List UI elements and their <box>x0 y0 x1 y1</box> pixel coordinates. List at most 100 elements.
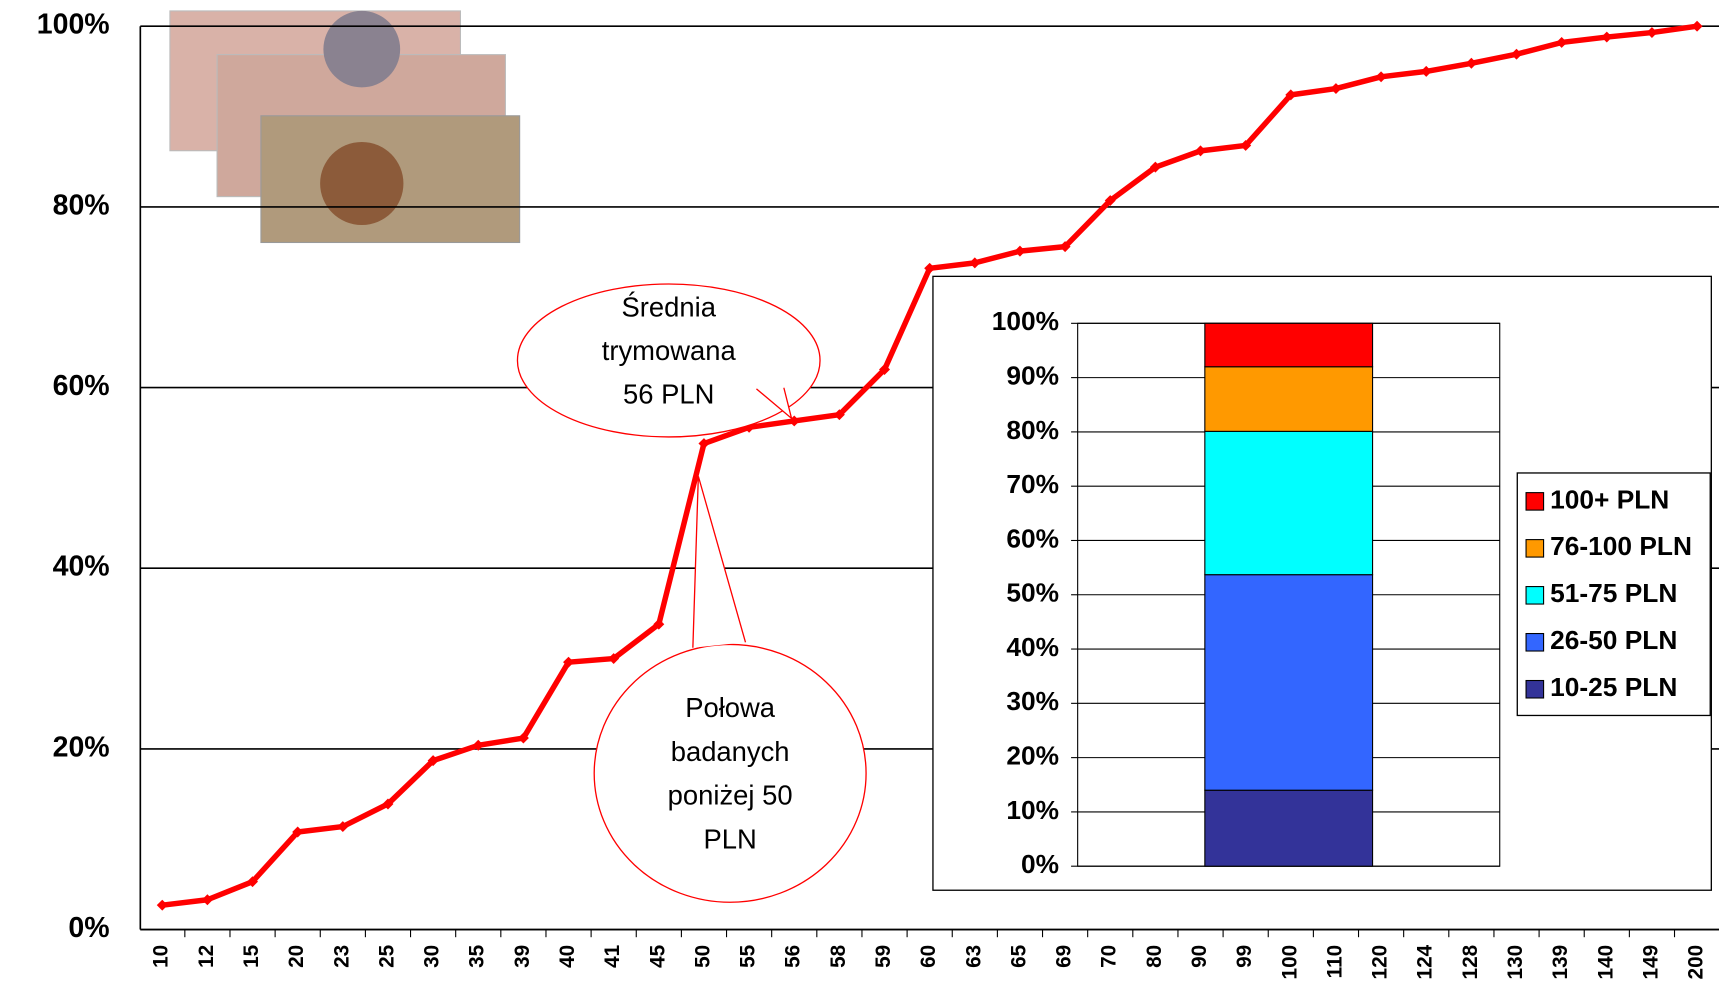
x-tick-label: 25 <box>375 945 398 968</box>
bar-segment <box>1204 789 1374 867</box>
x-tick-label: 20 <box>285 945 308 968</box>
point <box>247 876 259 888</box>
x-tick-label: 80 <box>1143 945 1166 968</box>
point <box>563 656 575 668</box>
point <box>879 364 891 375</box>
point <box>427 755 439 767</box>
callout-text: Połowa <box>685 692 776 723</box>
point <box>472 739 484 751</box>
bar-segment <box>1204 322 1374 368</box>
legend-label: 26-50 PLN <box>1550 625 1677 655</box>
x-tick-label: 60 <box>917 945 940 968</box>
legend-label: 51-75 PLN <box>1550 578 1677 608</box>
x-tick-label: 56 <box>782 945 805 968</box>
point <box>1240 139 1252 151</box>
y-tick-label: 60% <box>53 370 110 402</box>
callout-text: trymowana <box>602 335 737 366</box>
y-tick-label: 100% <box>37 9 110 41</box>
point <box>1556 37 1568 48</box>
point <box>1330 83 1342 95</box>
y-tick-label: 80% <box>53 189 110 221</box>
legend-label: 100+ PLN <box>1550 484 1669 514</box>
x-tick-label: 50 <box>691 945 714 968</box>
x-tick-label: 63 <box>962 945 985 968</box>
callout-tail <box>756 387 793 421</box>
y-tick-label: 0% <box>68 912 109 944</box>
point <box>1104 195 1116 207</box>
x-tick-label: 120 <box>1369 945 1392 980</box>
point <box>1601 31 1613 43</box>
legend-frame <box>1516 472 1711 717</box>
y-tick-label: 50% <box>1006 578 1059 608</box>
x-tick-label: 110 <box>1323 945 1346 978</box>
x-tick-label: 35 <box>466 945 489 968</box>
x-tick-label: 149 <box>1639 945 1662 980</box>
x-tick-label: 130 <box>1504 945 1527 980</box>
x-tick-label: 45 <box>646 945 669 968</box>
x-tick-label: 15 <box>240 945 263 968</box>
legend-swatch <box>1525 586 1545 605</box>
bar-segment <box>1204 366 1374 432</box>
x-tick-label: 55 <box>737 945 760 968</box>
y-tick-label: 100% <box>992 306 1059 336</box>
y-tick-label: 40% <box>1006 632 1059 662</box>
y-tick-label: 60% <box>1006 523 1059 553</box>
point <box>833 409 845 421</box>
y-tick-label: 0% <box>1021 849 1059 879</box>
x-tick-label: 70 <box>1098 945 1121 968</box>
x-tick-label: 59 <box>872 945 895 968</box>
callout-text: 56 PLN <box>623 379 714 410</box>
x-tick-label: 58 <box>827 945 850 968</box>
callout-bubble <box>516 283 821 438</box>
x-tick-label: 10 <box>150 945 173 968</box>
legend-swatch <box>1525 539 1545 558</box>
bar-segment <box>1204 574 1374 791</box>
legend-label: 10-25 PLN <box>1550 672 1677 702</box>
x-tick-label: 100 <box>1278 945 1301 980</box>
point <box>1465 57 1477 69</box>
y-tick-label: 20% <box>53 731 110 763</box>
callout-text: Średnia <box>622 290 717 322</box>
y-tick-label: 30% <box>1006 686 1059 716</box>
point <box>201 894 213 906</box>
callout-text: badanych <box>671 736 790 767</box>
point <box>1691 20 1703 32</box>
y-tick-label: 90% <box>1006 361 1059 391</box>
legend-swatch <box>1525 679 1545 699</box>
x-tick-label: 139 <box>1549 945 1572 980</box>
point <box>1149 161 1161 173</box>
x-tick-label: 65 <box>1007 945 1030 968</box>
point <box>1285 89 1297 101</box>
point <box>1195 145 1206 157</box>
x-tick-label: 39 <box>511 945 534 968</box>
x-tick-label: 124 <box>1414 944 1437 979</box>
y-tick-label: 40% <box>53 551 110 583</box>
legend-swatch <box>1525 632 1545 652</box>
point <box>969 257 981 269</box>
point <box>653 618 665 630</box>
x-tick-label: 30 <box>421 945 444 968</box>
point <box>1375 71 1387 83</box>
x-tick-label: 69 <box>1053 945 1076 968</box>
x-tick-label: 23 <box>330 945 353 968</box>
x-tick-label: 99 <box>1233 945 1256 968</box>
point <box>1014 245 1026 257</box>
point <box>382 798 394 810</box>
y-tick-label: 20% <box>1006 741 1059 771</box>
callout-tail <box>692 476 747 648</box>
bar-segment <box>1204 430 1374 576</box>
callout-bubble <box>593 643 867 903</box>
point <box>1511 48 1522 60</box>
banknotes <box>169 10 521 244</box>
y-tick-label: 70% <box>1006 469 1059 499</box>
x-tick-label: 200 <box>1685 945 1708 980</box>
callout-text: PLN <box>703 823 756 854</box>
callout-text: poniżej 50 <box>668 780 793 811</box>
point <box>337 821 349 833</box>
point <box>156 899 168 911</box>
x-tick-label: 41 <box>601 945 624 968</box>
x-tick-label: 128 <box>1459 945 1482 980</box>
y-tick-label: 80% <box>1006 415 1059 445</box>
y-tick-label: 10% <box>1006 795 1059 825</box>
